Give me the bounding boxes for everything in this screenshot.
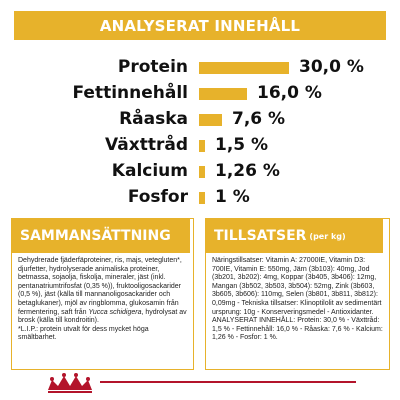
additives-main-text: Näringstillsatser: Vitamin A: 27000IE, V… <box>212 257 382 316</box>
composition-header: SAMMANSÄTTNING <box>12 219 190 253</box>
nutrient-bar <box>199 166 205 178</box>
nutrient-label: Protein <box>117 57 188 77</box>
analysis-banner: ANALYSERAT INNEHÅLL <box>14 11 386 40</box>
nutrient-row: Kalcium 1,26 % <box>0 159 400 183</box>
nutrient-label: Fosfor <box>127 187 188 207</box>
additives-header: TILLSATSER (per kg) <box>206 219 383 253</box>
royal-canin-crown-icon <box>40 370 100 394</box>
nutrient-label: Fettinnehåll <box>72 83 189 103</box>
nutrient-value: 1,26 % <box>215 161 280 181</box>
nutrient-value: 1 % <box>215 187 250 207</box>
additives-title: TILLSATSER <box>214 228 307 244</box>
composition-italic-text: Yucca schidigera <box>88 308 142 316</box>
composition-after-italic-text: , hydrolysat av brosk (källa till kondro… <box>18 308 187 325</box>
nutrient-row: Växttråd 1,5 % <box>0 133 400 157</box>
composition-title: SAMMANSÄTTNING <box>20 228 171 244</box>
nutrient-bar <box>199 140 205 152</box>
nutrient-value: 16,0 % <box>257 83 322 103</box>
nutrient-bar <box>199 62 289 74</box>
additives-text: Näringstillsatser: Vitamin A: 27000IE, V… <box>212 257 385 343</box>
composition-text: Dehydrerade fjäderfäproteiner, ris, majs… <box>18 257 189 343</box>
additives-analysis-text: ANALYSERAT INNEHÅLL: Protein: 30,0 % - V… <box>212 317 383 342</box>
nutrient-row: Fosfor 1 % <box>0 185 400 209</box>
nutrient-row: Protein 30,0 % <box>0 55 400 79</box>
nutrient-label: Kalcium <box>111 161 188 181</box>
nutrient-value: 7,6 % <box>232 109 286 129</box>
nutrient-label: Växttråd <box>105 135 188 155</box>
nutrient-value: 30,0 % <box>299 57 364 77</box>
nutrient-bar <box>199 114 222 126</box>
nutrient-bar <box>199 88 247 100</box>
nutrient-row: Fettinnehåll 16,0 % <box>0 81 400 105</box>
nutrient-value: 1,5 % <box>215 135 269 155</box>
composition-panel: SAMMANSÄTTNING Dehydrerade fjäderfäprote… <box>11 218 194 370</box>
footer-divider <box>100 381 356 383</box>
additives-subtitle: (per kg) <box>309 231 346 241</box>
nutrient-bar <box>199 192 205 204</box>
composition-note: *L.I.P.: protein utvalt för dess mycket … <box>18 325 149 342</box>
nutrient-label: Råaska <box>119 109 188 129</box>
additives-panel: TILLSATSER (per kg) Näringstillsatser: V… <box>205 218 390 370</box>
analysis-title: ANALYSERAT INNEHÅLL <box>99 16 301 35</box>
crown-logo-svg <box>48 373 92 393</box>
nutrient-row: Råaska 7,6 % <box>0 107 400 131</box>
composition-main-text: Dehydrerade fjäderfäproteiner, ris, majs… <box>18 257 182 316</box>
